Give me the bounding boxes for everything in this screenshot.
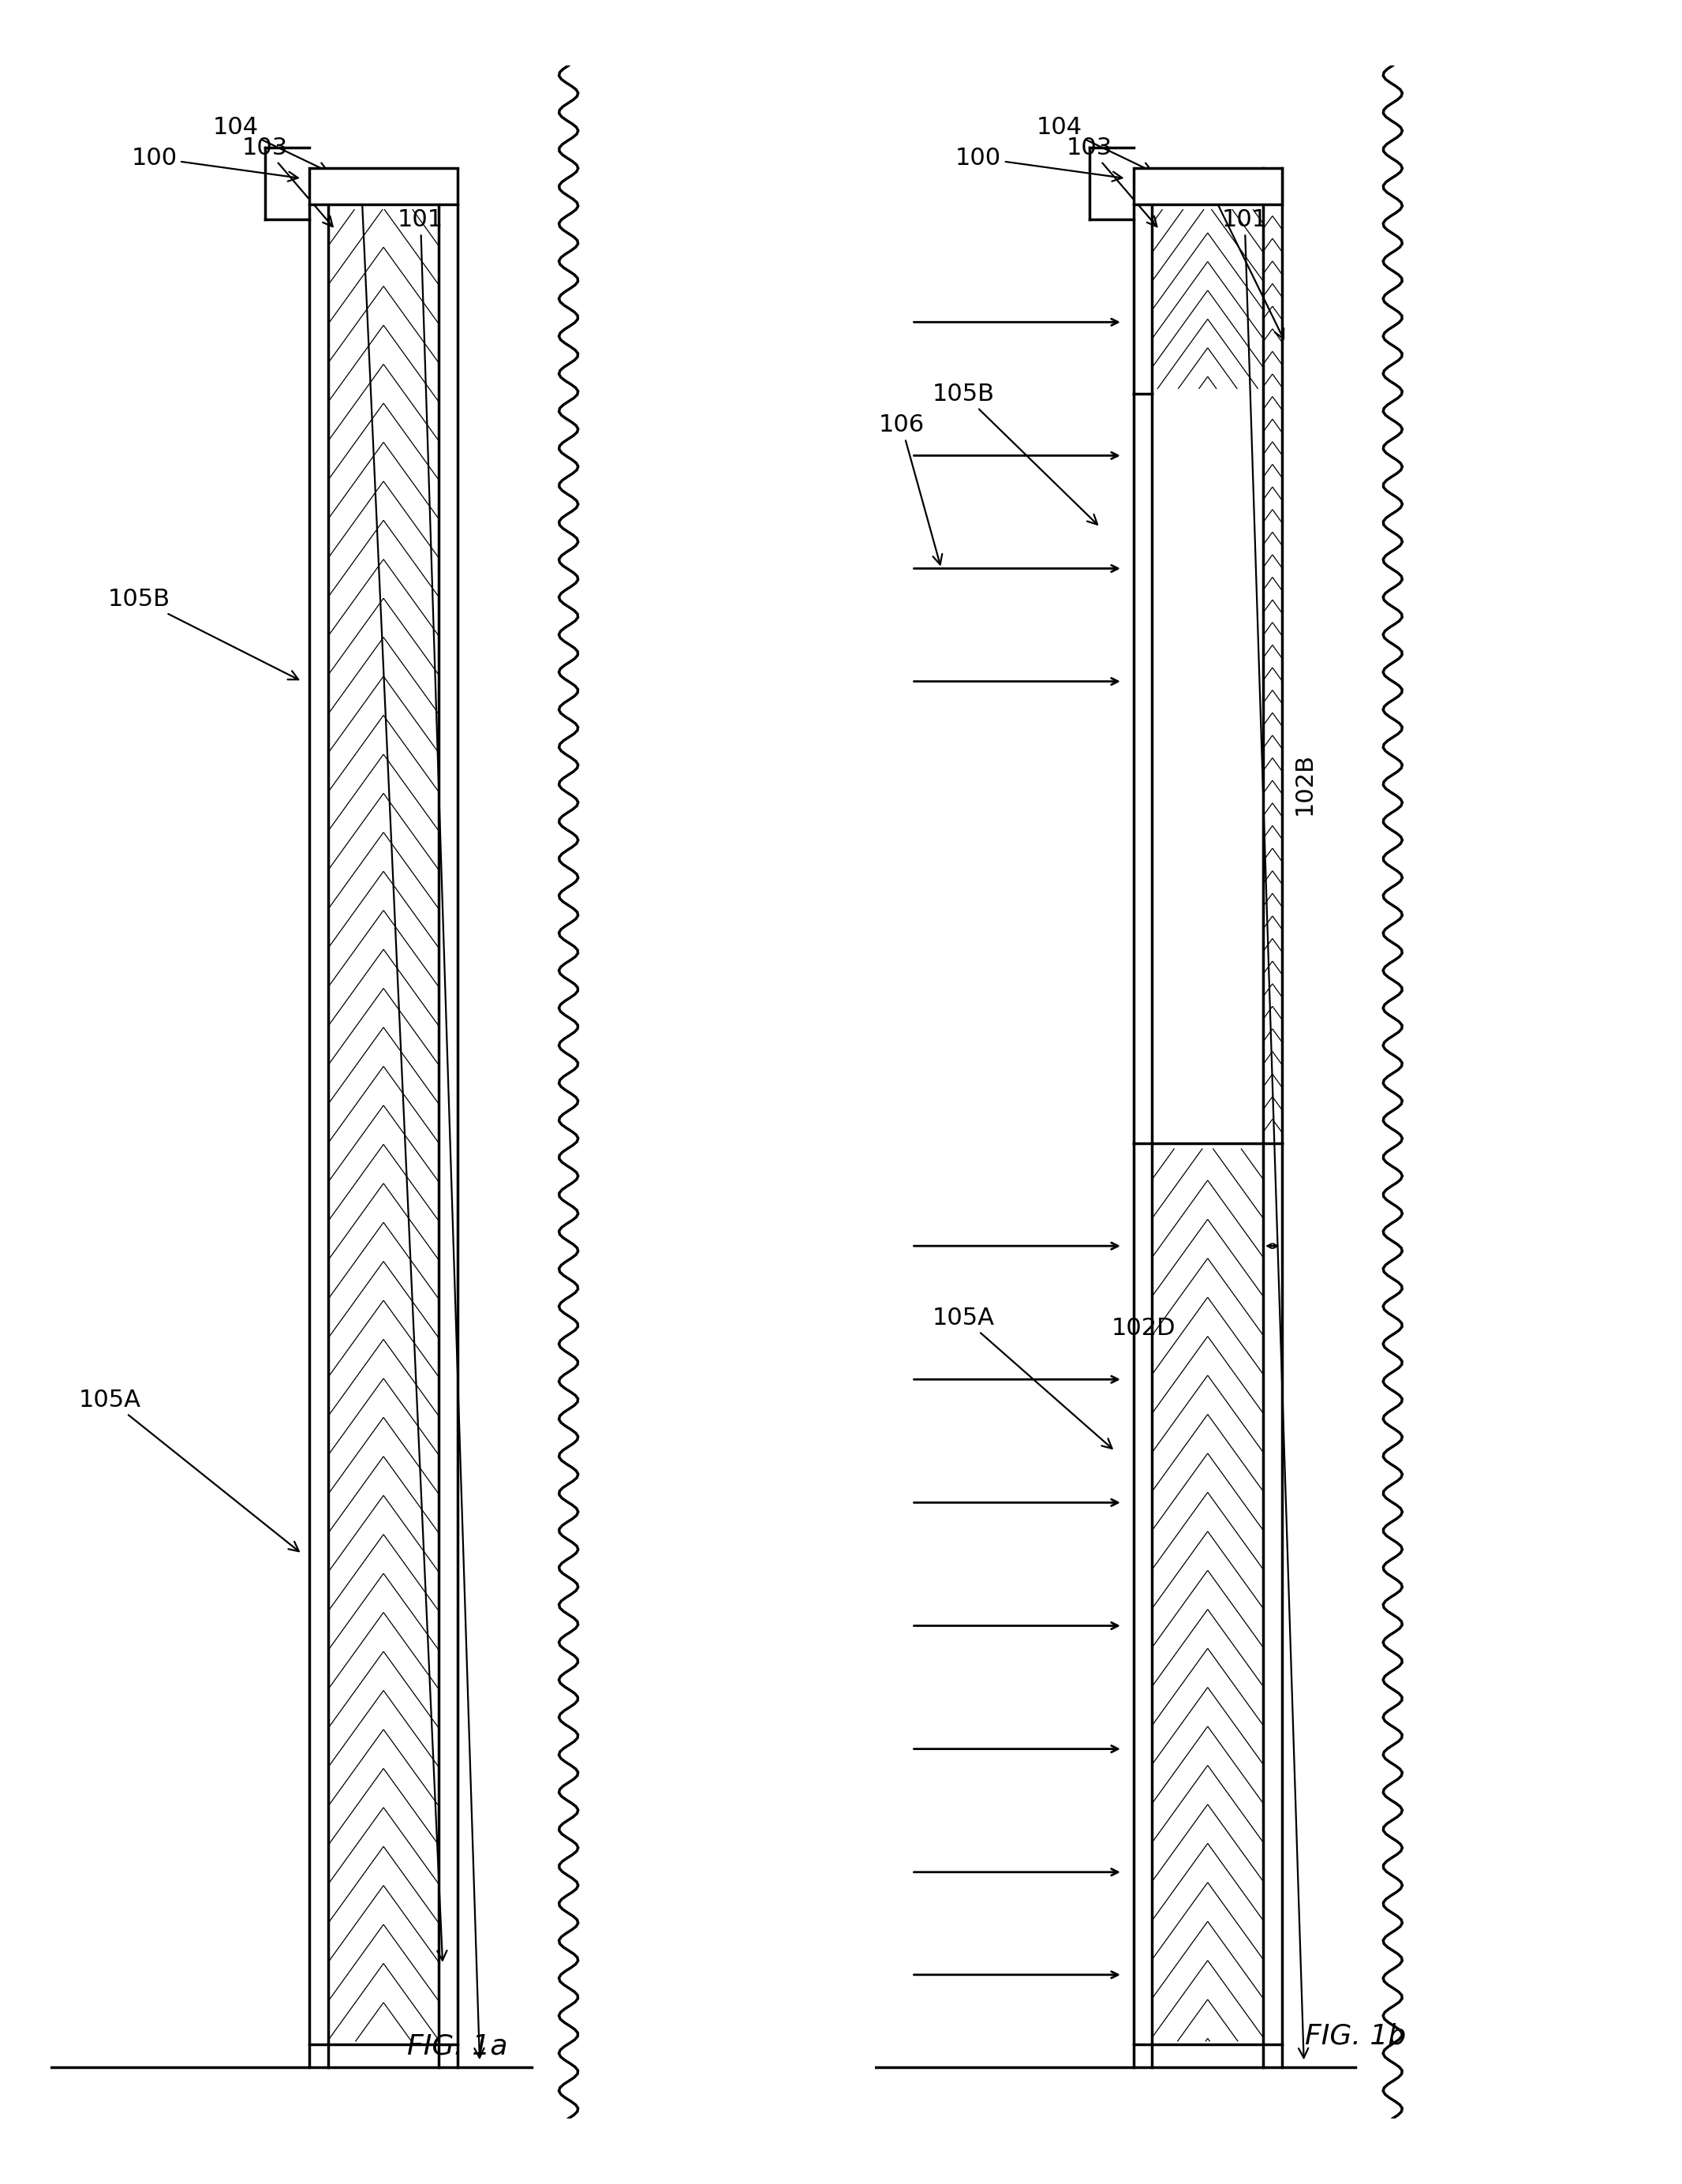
Text: 102D: 102D <box>1112 1317 1176 1339</box>
Text: 103: 103 <box>1066 135 1157 227</box>
Text: 102B: 102B <box>1293 753 1315 815</box>
Text: 100: 100 <box>955 146 1122 181</box>
Text: 104: 104 <box>212 116 328 173</box>
Text: 101: 101 <box>1221 207 1309 2057</box>
Bar <box>309 168 458 203</box>
Text: FIG. 1b: FIG. 1b <box>1305 2022 1406 2051</box>
Text: 105A: 105A <box>79 1389 299 1551</box>
Bar <box>1134 168 1282 203</box>
Text: 101: 101 <box>397 207 484 2057</box>
Text: 100: 100 <box>131 146 298 181</box>
Text: 102: 102 <box>338 173 447 1961</box>
Text: 105B: 105B <box>932 382 1097 524</box>
Text: 102: 102 <box>1184 173 1283 339</box>
Text: 105B: 105B <box>108 587 298 679</box>
Text: 105A: 105A <box>932 1306 1112 1448</box>
Text: 104: 104 <box>1036 116 1152 173</box>
Text: 106: 106 <box>878 413 942 563</box>
Text: 103: 103 <box>242 135 333 227</box>
Text: FIG. 1a: FIG. 1a <box>407 2033 508 2060</box>
